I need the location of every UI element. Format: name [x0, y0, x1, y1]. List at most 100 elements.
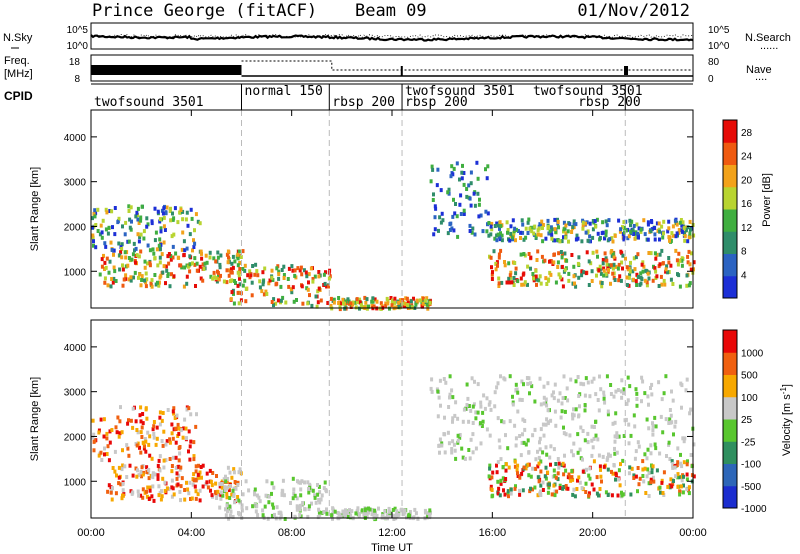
echo-cell [226, 260, 230, 265]
echo-cell [646, 237, 650, 242]
echo-cell [617, 434, 621, 439]
echo-cell [645, 283, 649, 288]
echo-cell [186, 487, 190, 492]
echo-cell [216, 250, 220, 255]
echo-cell [134, 246, 138, 251]
echo-cell [379, 301, 383, 306]
colorbar-tick-4: 20 [741, 175, 753, 186]
echo-cell [184, 426, 188, 431]
echo-cell [639, 281, 643, 286]
echo-cell [676, 475, 680, 480]
echo-cell [576, 432, 580, 437]
echo-cell [513, 459, 517, 464]
echo-cell [230, 492, 234, 497]
echo-cell [226, 509, 229, 514]
echo-cell [680, 263, 684, 268]
echo-cell [150, 494, 154, 499]
echo-cell [111, 280, 115, 285]
echo-cell [686, 459, 689, 464]
echo-cell [646, 271, 650, 276]
echo-cell [123, 250, 127, 255]
echo-cell [336, 511, 340, 515]
echo-cell [472, 402, 476, 407]
echo-cell [144, 449, 148, 454]
echo-cell [153, 238, 157, 243]
echo-cell [253, 492, 256, 497]
echo-cell [142, 446, 146, 451]
echo-cell [522, 465, 526, 470]
echo-cell [467, 183, 471, 188]
echo-cell [114, 425, 118, 430]
echo-cell [487, 474, 491, 479]
echo-cell [560, 264, 564, 269]
echo-cell [370, 303, 374, 308]
echo-cell [172, 232, 176, 237]
echo-cell [613, 439, 617, 444]
echo-cell [678, 220, 682, 225]
echo-cell [585, 250, 589, 255]
echo-cell [238, 282, 242, 287]
echo-cell [653, 237, 657, 242]
echo-cell [182, 284, 186, 289]
echo-cell [574, 284, 578, 289]
echo-cell [536, 232, 540, 237]
echo-cell [537, 479, 541, 484]
echo-cell [685, 487, 689, 492]
echo-cell [277, 272, 281, 277]
echo-cell [579, 381, 583, 386]
echo-cell [592, 487, 596, 492]
echo-cell [526, 282, 529, 287]
echo-cell [112, 248, 116, 253]
echo-cell [353, 300, 357, 305]
colorbar-tick-5: -100 [741, 460, 761, 471]
echo-cell [176, 434, 180, 438]
echo-cell [546, 218, 550, 223]
echo-cell [609, 392, 613, 396]
echo-cell [465, 382, 469, 387]
echo-cell [590, 279, 594, 283]
echo-cell [170, 422, 174, 427]
echo-cell [346, 297, 350, 302]
noise-sky-line [90, 34, 694, 42]
echo-cell [659, 490, 662, 495]
echo-cell [499, 481, 503, 486]
echo-cell [217, 273, 220, 278]
echo-cell [636, 252, 640, 257]
echo-cell [121, 493, 124, 498]
echo-cell [453, 211, 457, 216]
echo-cell [523, 419, 527, 423]
colorbar-swatch-3 [723, 209, 737, 232]
echo-cell [402, 301, 406, 306]
echo-cell [313, 274, 317, 279]
echo-cell [649, 229, 653, 234]
echo-cell [177, 464, 181, 469]
echo-cell [556, 457, 560, 461]
echo-cell [351, 300, 355, 305]
echo-cell [251, 264, 255, 268]
echo-cell [170, 234, 174, 239]
echo-cell [633, 424, 637, 429]
echo-cell [181, 435, 185, 440]
echo-cell [647, 251, 651, 255]
echo-cell [217, 492, 221, 497]
echo-cell [468, 456, 472, 461]
echo-cell [499, 231, 502, 236]
echo-cell [490, 265, 493, 270]
echo-cell [227, 488, 231, 492]
echo-cell [316, 492, 320, 497]
echo-cell [194, 489, 198, 494]
echo-cell [196, 472, 200, 477]
echo-cell [649, 451, 653, 456]
echo-cell [144, 407, 148, 412]
echo-cell [397, 303, 401, 308]
echo-cell [592, 376, 596, 381]
echo-cell [295, 504, 299, 509]
echo-cell [243, 278, 247, 283]
echo-cell [162, 264, 166, 269]
echo-cell [226, 485, 230, 490]
echo-cell [440, 211, 444, 216]
echo-cell [324, 270, 327, 275]
echo-cell [355, 300, 359, 305]
echo-cell [575, 487, 579, 491]
echo-cell [175, 476, 179, 481]
